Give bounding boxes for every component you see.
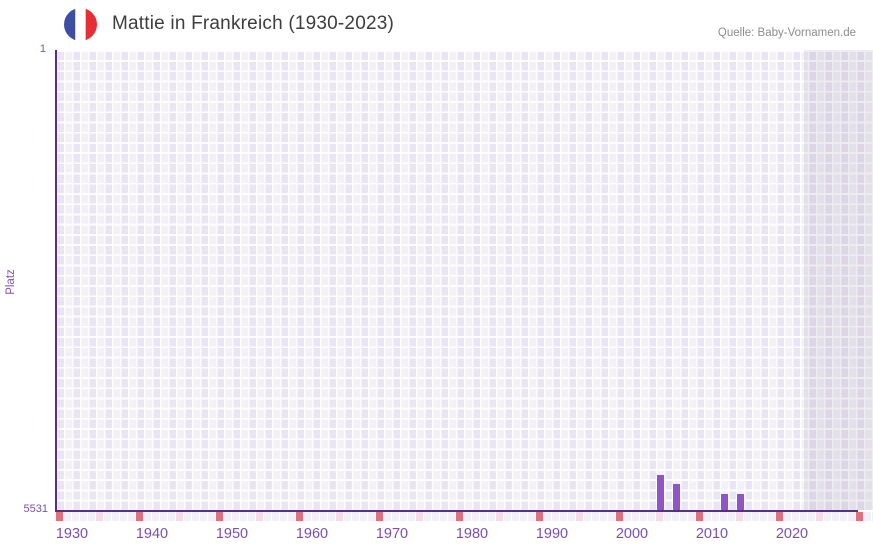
pink-year-mark-2013 xyxy=(736,511,743,521)
red-year-mark-1958 xyxy=(296,511,303,521)
plot-area xyxy=(56,50,873,510)
red-year-mark-1948 xyxy=(216,511,223,521)
x-tick-label-1950: 1950 xyxy=(215,526,249,542)
red-year-mark-1928 xyxy=(56,511,63,521)
pink-year-mark-2023 xyxy=(816,511,823,521)
y-axis-top-label: 1 xyxy=(39,43,46,55)
pink-year-mark-1973 xyxy=(416,511,423,521)
x-tick-label-1990: 1990 xyxy=(535,526,569,542)
red-year-mark-1988 xyxy=(536,511,543,521)
pink-year-mark-1933 xyxy=(96,511,103,521)
france-flag-icon xyxy=(64,8,97,41)
page-title: Mattie in Frankreich (1930-2023) xyxy=(112,13,395,34)
pink-year-mark-1983 xyxy=(496,511,503,521)
y-axis-bottom-label: 5531 xyxy=(23,503,48,515)
x-tick-label-2010: 2010 xyxy=(695,526,729,542)
rank-bar-2005[interactable] xyxy=(672,483,680,510)
rank-bar-2013[interactable] xyxy=(736,493,744,510)
x-axis-year-strip xyxy=(56,511,873,521)
rank-bar-2003[interactable] xyxy=(656,474,664,510)
source-credit: Quelle: Baby-Vornamen.de xyxy=(717,27,856,39)
x-tick-label-2020: 2020 xyxy=(775,526,809,542)
red-year-mark-2018 xyxy=(776,511,783,521)
red-year-mark-2028 xyxy=(856,511,863,521)
red-year-mark-1938 xyxy=(136,511,143,521)
red-year-mark-1998 xyxy=(616,511,623,521)
x-tick-label-1960: 1960 xyxy=(295,526,329,542)
red-year-mark-2008 xyxy=(696,511,703,521)
pink-year-mark-1953 xyxy=(256,511,263,521)
x-tick-label-1970: 1970 xyxy=(375,526,409,542)
x-axis-line xyxy=(55,509,858,512)
y-axis-title: Platz xyxy=(5,269,17,295)
red-year-mark-1968 xyxy=(376,511,383,521)
red-year-mark-1978 xyxy=(456,511,463,521)
x-tick-label-2000: 2000 xyxy=(615,526,649,542)
x-tick-label-1980: 1980 xyxy=(455,526,489,542)
rank-bar-2011[interactable] xyxy=(720,493,728,510)
x-tick-label-1940: 1940 xyxy=(135,526,169,542)
x-tick-label-1930: 1930 xyxy=(55,526,89,542)
y-axis-line xyxy=(55,50,57,511)
pink-year-mark-1963 xyxy=(336,511,343,521)
pink-year-mark-2003 xyxy=(656,511,663,521)
recent-years-shaded-region xyxy=(804,50,873,510)
pink-year-mark-1993 xyxy=(576,511,583,521)
pink-year-mark-1943 xyxy=(176,511,183,521)
